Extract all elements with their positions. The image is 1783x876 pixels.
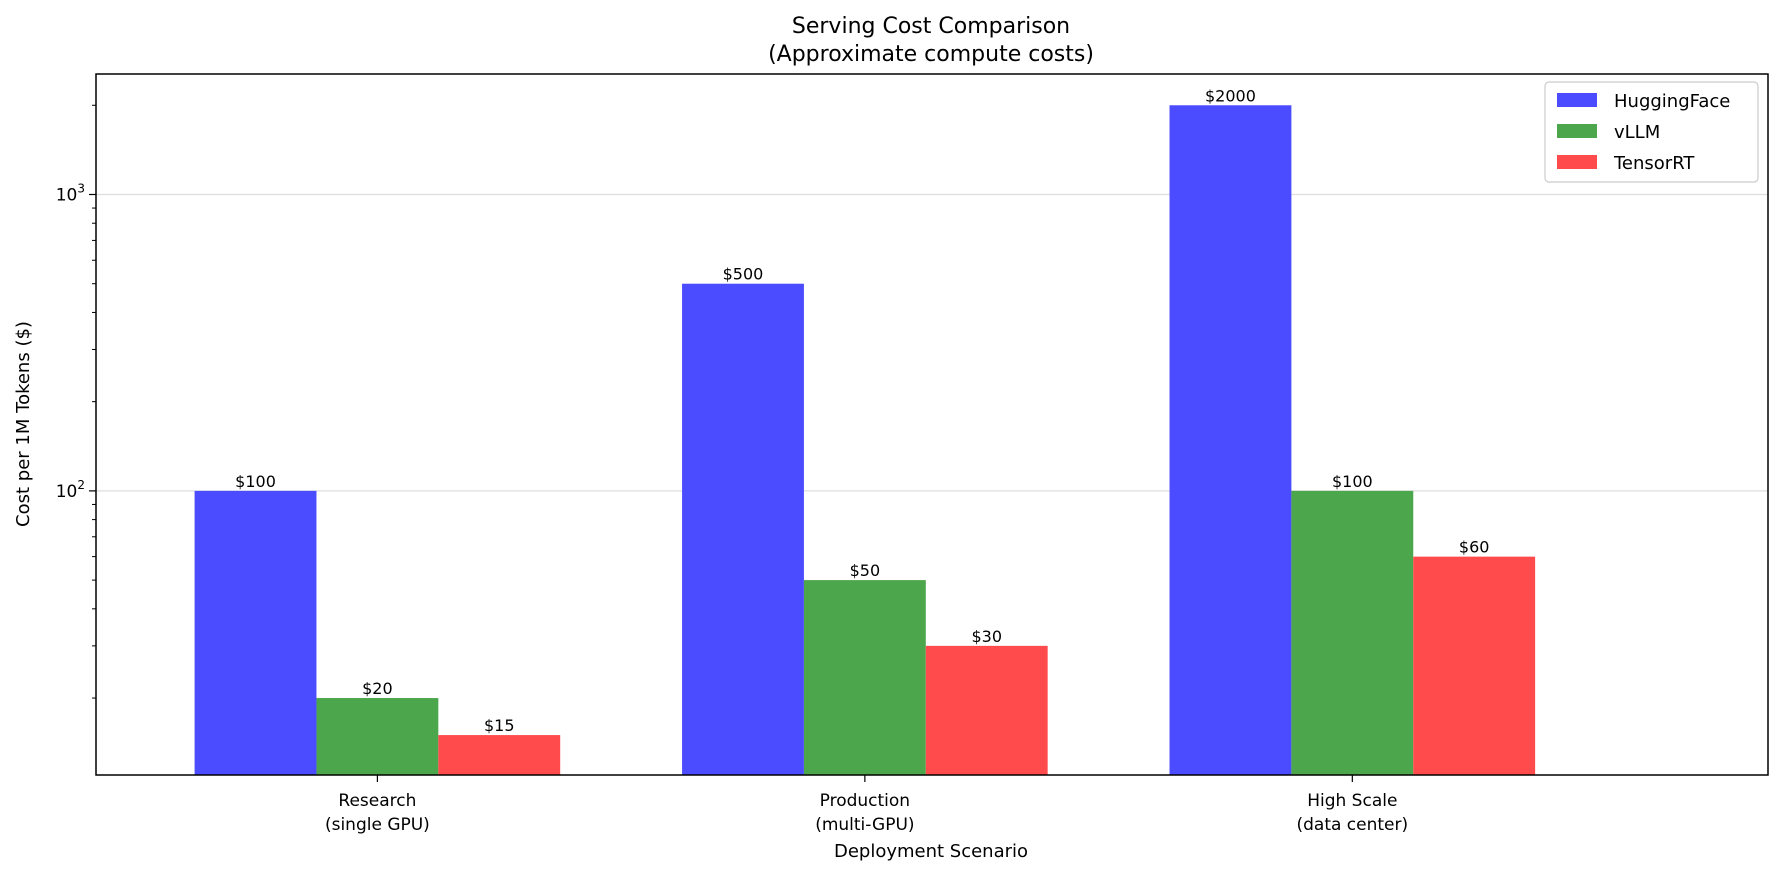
x-axis-ticks: Research (single GPU) Production (multi-GPU…: [325, 775, 1408, 835]
bar-value-labels: $100 $20 $15 $500 $50 $30 $2000 $100 $60: [235, 86, 1489, 735]
bar-value-label: $100: [235, 472, 276, 491]
bar: [316, 698, 439, 775]
legend-swatch: [1557, 155, 1597, 169]
bar-value-label: $60: [1459, 538, 1490, 557]
bar-value-label: $2000: [1205, 86, 1256, 105]
bar: [1169, 105, 1292, 775]
chart-title: Serving Cost Comparison: [792, 14, 1070, 39]
bar: [925, 645, 1048, 775]
bar-value-label: $30: [971, 627, 1002, 646]
bar-value-label: $100: [1332, 472, 1373, 491]
x-tick-label: (data center): [1296, 815, 1408, 835]
legend-label: vLLM: [1614, 122, 1660, 143]
bars: [194, 105, 1536, 775]
bar: [194, 490, 317, 775]
x-axis-label: Deployment Scenario: [834, 841, 1028, 862]
bar: [682, 283, 804, 775]
x-tick-label: Production: [820, 791, 910, 811]
bar: [803, 580, 926, 775]
bar-value-label: $15: [484, 716, 515, 735]
legend-swatch: [1557, 124, 1597, 138]
x-tick-label: (multi-GPU): [815, 815, 914, 835]
legend-box: [1544, 81, 1759, 183]
plot-area-frame: [95, 73, 1769, 776]
legend-label: TensorRT: [1613, 153, 1695, 174]
bar: [1413, 556, 1536, 775]
bar: [1291, 490, 1414, 775]
y-axis-label: Cost per 1M Tokens ($): [13, 321, 34, 527]
bar: [438, 735, 561, 775]
gridlines: [96, 193, 1768, 492]
legend: HuggingFace vLLM TensorRT: [1544, 81, 1759, 183]
legend-swatch: [1557, 93, 1597, 107]
x-tick-label: (single GPU): [325, 815, 430, 835]
x-tick-label: Research: [338, 791, 416, 811]
x-tick-label: High Scale: [1307, 791, 1397, 811]
bar-value-label: $50: [850, 561, 881, 580]
chart-subtitle: (Approximate compute costs): [768, 42, 1094, 67]
bar-value-label: $20: [362, 679, 393, 698]
legend-label: HuggingFace: [1614, 91, 1730, 112]
bar-value-label: $500: [723, 265, 764, 284]
